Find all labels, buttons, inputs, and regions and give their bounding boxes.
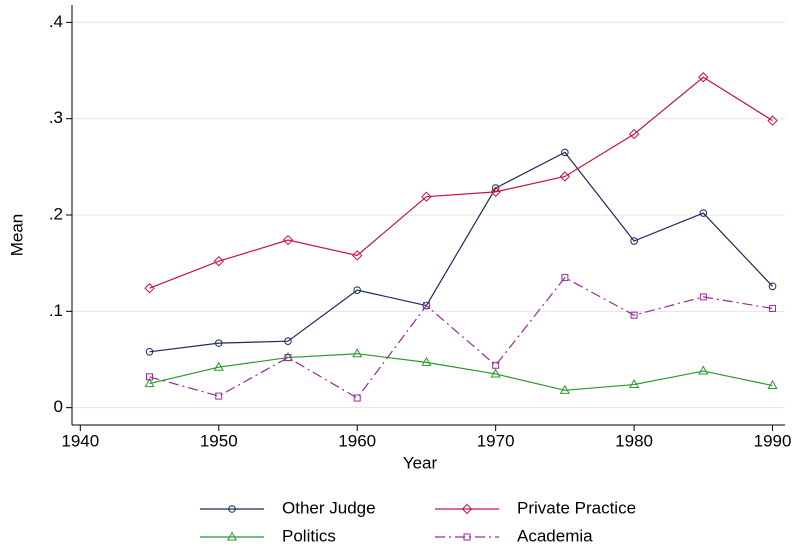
- series-line: [149, 276, 773, 399]
- data-point: [284, 337, 292, 345]
- data-point: [422, 302, 430, 310]
- data-point: [282, 234, 294, 246]
- data-point: [145, 347, 154, 356]
- x-tick-label: 1960: [338, 431, 376, 450]
- data-point: [353, 286, 362, 294]
- data-point: [561, 274, 569, 282]
- legend-marker: [226, 531, 238, 541]
- data-point: [768, 282, 777, 291]
- data-point: [284, 354, 292, 362]
- series-line: [149, 353, 773, 391]
- legend-marker: [463, 533, 471, 541]
- x-tick-label: 1990: [754, 431, 792, 450]
- x-tick-label: 1950: [200, 431, 238, 450]
- data-point: [630, 237, 638, 245]
- y-axis-label: Mean: [7, 214, 26, 257]
- data-point: [767, 115, 778, 126]
- y-tick-label: .2: [49, 204, 63, 223]
- data-point: [213, 256, 224, 267]
- legend-label: Other Judge: [282, 498, 376, 517]
- data-point: [698, 365, 709, 375]
- data-point: [490, 186, 501, 198]
- y-tick-label: 0: [54, 397, 63, 416]
- x-tick-label: 1940: [61, 431, 99, 450]
- data-point: [699, 293, 707, 301]
- x-tick-label: 1970: [477, 431, 515, 450]
- data-point: [421, 356, 432, 366]
- x-axis-label: Year: [403, 453, 438, 472]
- data-point: [698, 72, 709, 83]
- x-tick-label: 1980: [615, 431, 653, 450]
- data-point: [215, 392, 223, 400]
- data-point: [144, 283, 155, 294]
- legend-marker: [461, 503, 473, 515]
- data-point: [421, 191, 432, 202]
- y-tick-label: .3: [49, 108, 63, 127]
- legend-label: Politics: [282, 526, 336, 545]
- data-point: [351, 250, 363, 261]
- data-point: [352, 348, 363, 358]
- data-point: [561, 148, 569, 157]
- data-point: [767, 379, 778, 390]
- data-point: [559, 384, 570, 394]
- data-point: [214, 339, 223, 347]
- data-point: [353, 394, 361, 402]
- data-point: [144, 378, 155, 388]
- legend-label: Academia: [517, 526, 593, 545]
- y-tick-label: .1: [49, 301, 63, 320]
- y-tick-label: .4: [49, 12, 63, 31]
- data-point: [628, 128, 640, 140]
- data-point: [769, 304, 777, 312]
- series-line: [149, 76, 773, 289]
- data-point: [213, 361, 224, 371]
- series-line: [149, 151, 773, 353]
- data-point: [146, 373, 154, 381]
- data-point: [490, 368, 501, 378]
- data-point: [699, 209, 708, 217]
- legend-label: Private Practice: [517, 498, 636, 517]
- data-point: [492, 361, 500, 369]
- data-point: [630, 311, 638, 319]
- data-point: [629, 379, 640, 389]
- legend-marker: [228, 505, 236, 513]
- data-point: [559, 171, 571, 182]
